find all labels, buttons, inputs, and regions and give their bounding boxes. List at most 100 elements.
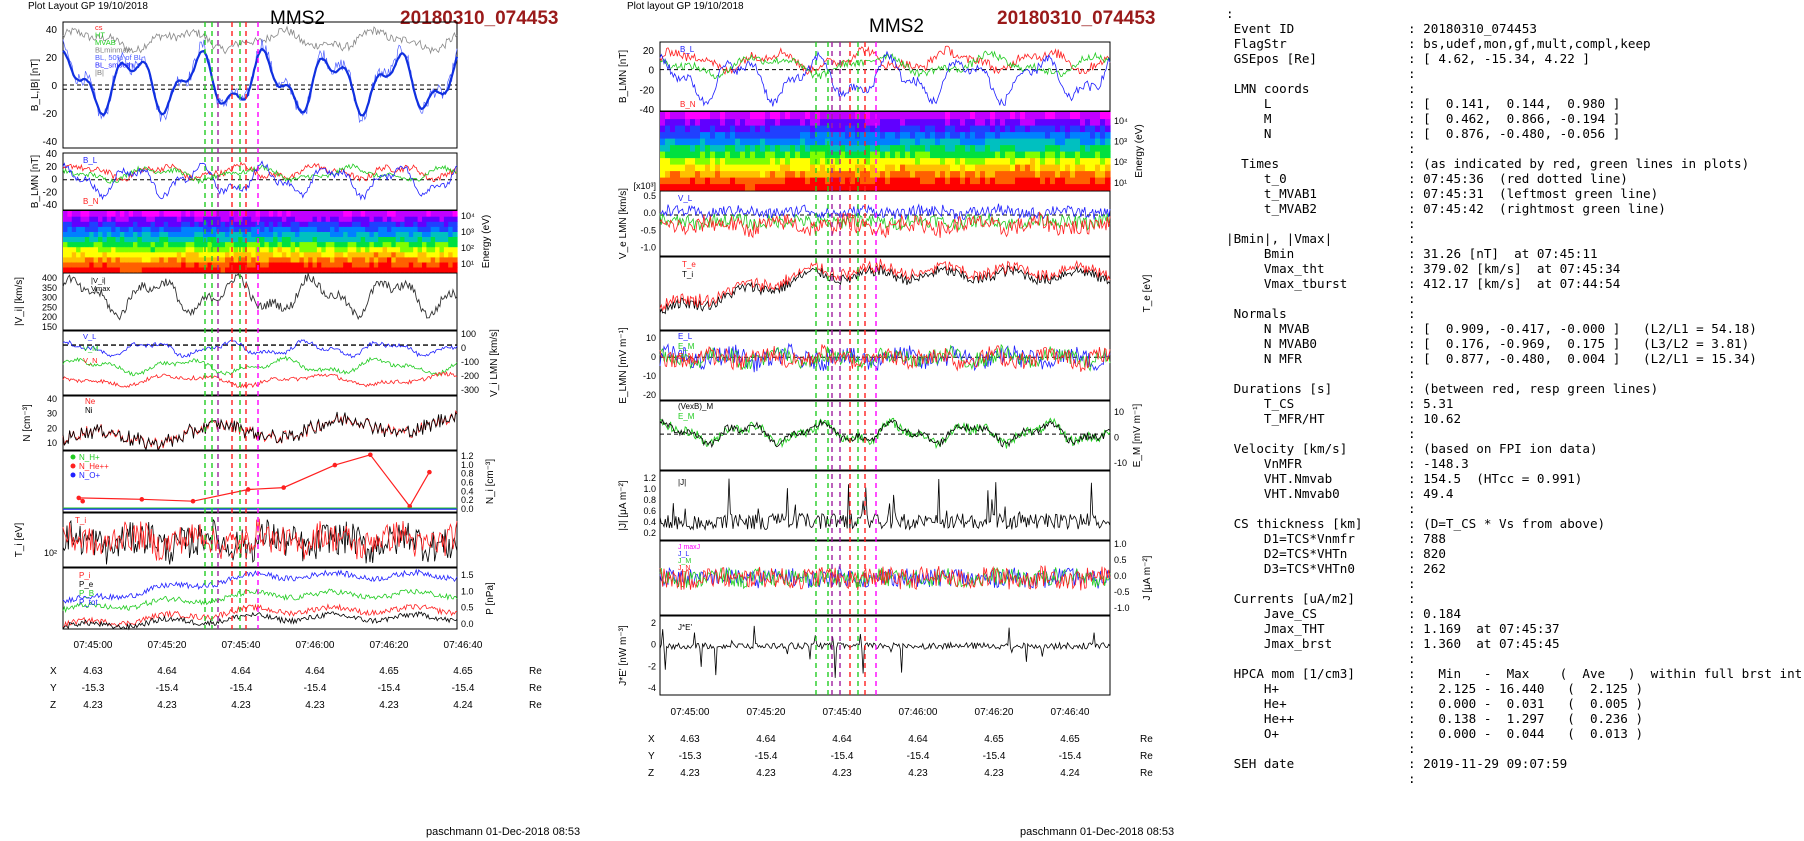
spectrogram-cell — [1075, 177, 1081, 185]
spectrogram-cell — [835, 151, 841, 159]
spectrogram-cell — [185, 246, 191, 253]
y-tick-label: 40 — [46, 25, 58, 36]
summary-row: SEH date: 2019-11-29 09:07:59 — [1226, 756, 1801, 771]
summary-key: N MFR — [1226, 351, 1302, 366]
spectrogram-cell — [945, 157, 951, 165]
spectrogram-cell — [365, 226, 371, 232]
y-tick-label: 10⁴ — [1114, 116, 1128, 126]
summary-row: Jmax_brst: 1.360 at 07:45:45 — [1226, 636, 1801, 651]
spectrogram-cell — [251, 211, 257, 217]
spectrogram-cell — [111, 236, 117, 243]
spectrogram-cell — [815, 183, 821, 191]
spectrogram-cell — [404, 256, 410, 263]
spectrogram-cell — [965, 157, 971, 165]
spectrogram-cell — [1100, 138, 1106, 146]
spectrogram-cell — [172, 266, 178, 273]
y-tick-label: 0 — [461, 343, 466, 353]
spectrogram-cell — [775, 144, 781, 152]
spectrogram-cell — [194, 256, 200, 263]
spectrogram-cell — [63, 211, 68, 217]
spectrogram-cell — [1030, 170, 1036, 178]
spectrogram-cell — [775, 170, 781, 178]
spectrogram-cell — [312, 226, 318, 232]
spectrogram-cell — [76, 266, 82, 273]
spectrogram-cell — [1060, 112, 1066, 120]
spectrogram-cell — [443, 256, 449, 263]
spectrogram-cell — [435, 221, 441, 227]
spectrogram-cell — [665, 157, 671, 165]
spectrogram-cell — [800, 138, 806, 146]
spectrogram-cell — [404, 216, 410, 222]
spectrogram-cell — [895, 177, 901, 185]
x-tick-label: 07:45:40 — [222, 640, 261, 651]
spectrogram-cell — [382, 236, 388, 243]
spectrogram-cell — [168, 231, 174, 237]
spectrogram-cell — [885, 125, 891, 133]
spectrogram-cell — [830, 118, 836, 126]
spectrogram-cell — [975, 170, 981, 178]
spectrogram-cell — [203, 251, 209, 258]
summary-key: M — [1226, 111, 1272, 126]
spectrogram-cell — [154, 261, 160, 268]
spectrogram-cell — [945, 112, 951, 120]
spectrogram-cell — [176, 261, 182, 268]
spectrogram-cell — [98, 231, 103, 237]
spectrogram-cell — [760, 164, 766, 172]
spectrogram-cell — [685, 177, 691, 185]
spectrogram-cell — [255, 216, 261, 222]
pos-row-label: Y — [648, 751, 655, 762]
spectrogram-cell — [840, 131, 846, 139]
spectrogram-cell — [71, 236, 77, 243]
spectrogram-cell — [890, 144, 896, 152]
spectrogram-cell — [338, 246, 344, 253]
spectrogram-cell — [830, 151, 836, 159]
spectrogram-cell — [190, 231, 195, 237]
spectrogram-cell — [290, 236, 296, 243]
spectrogram-cell — [690, 157, 696, 165]
spectrogram-cell — [920, 112, 926, 120]
spectrogram-cell — [835, 177, 841, 185]
spectrogram-cell — [391, 226, 397, 232]
spectrogram-cell — [181, 246, 187, 253]
spectrogram-cell — [413, 231, 419, 237]
spectrogram-cell — [251, 226, 257, 232]
spectrogram-cell — [67, 251, 73, 258]
spectrogram-cell — [1070, 118, 1076, 126]
spectrogram-cell — [1035, 164, 1041, 172]
spectrogram-cell — [890, 157, 896, 165]
spectrogram-cell — [920, 183, 926, 191]
spectrogram-cell — [1040, 112, 1046, 120]
spectrogram-cell — [216, 231, 222, 237]
spectrogram-cell — [1040, 118, 1046, 126]
spectrogram-cell — [695, 138, 701, 146]
spectrogram-cell — [211, 221, 217, 227]
spectrogram-cell — [1005, 144, 1011, 152]
spectrogram-cell — [365, 221, 371, 227]
spectrogram-cell — [84, 211, 90, 217]
spectrogram-cell — [675, 170, 681, 178]
spectrogram-cell — [260, 221, 265, 227]
spectrogram-cell — [124, 241, 130, 248]
spectrogram-cell — [880, 177, 886, 185]
spectrogram-cell — [67, 241, 73, 248]
spectrogram-cell — [660, 112, 666, 120]
spectrogram-cell — [900, 125, 906, 133]
spectrogram-cell — [1080, 144, 1086, 152]
spectrogram-cell — [220, 221, 226, 227]
spectrogram-cell — [975, 125, 981, 133]
spectrogram-cell — [281, 241, 287, 248]
summary-key: Velocity [km/s] — [1226, 441, 1348, 456]
spectrogram-cell — [382, 246, 388, 253]
spectrogram-cell — [413, 246, 419, 253]
spectrogram-cell — [207, 256, 213, 263]
spectrogram-cell — [695, 125, 701, 133]
spectrogram-cell — [422, 236, 427, 243]
panel-frame — [659, 41, 1111, 112]
spectrogram-cell — [865, 151, 871, 159]
spectrogram-cell — [194, 236, 200, 243]
spectrogram-cell — [387, 241, 392, 248]
spectrogram-cell — [277, 256, 283, 263]
VeL-line — [659, 203, 1111, 222]
spectrogram-cell — [1050, 125, 1056, 133]
spectrogram-cell — [895, 151, 901, 159]
